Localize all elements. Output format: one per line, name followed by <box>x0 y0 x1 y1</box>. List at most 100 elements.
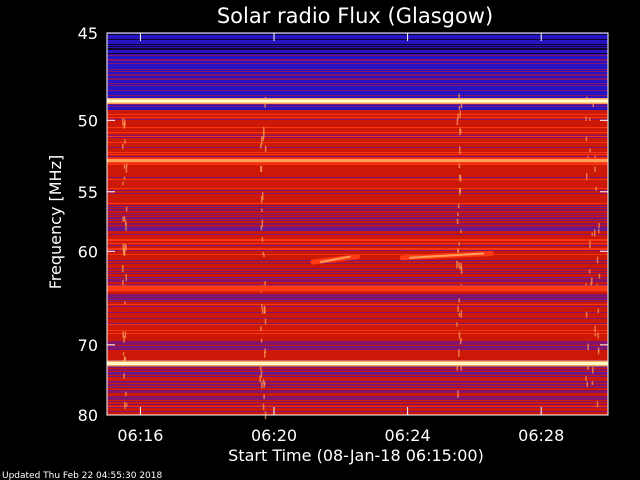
interference-streak <box>459 339 462 345</box>
spectrogram-row <box>107 201 608 202</box>
interference-streak <box>585 173 588 180</box>
spectrogram-row <box>107 225 608 226</box>
spectrogram-row <box>107 165 608 166</box>
spectrogram-row <box>107 180 608 181</box>
spectrogram-row <box>107 358 608 359</box>
interference-streak <box>264 351 266 358</box>
interference-streak <box>458 105 461 110</box>
spectrogram-row <box>107 147 608 148</box>
interference-streak <box>263 305 266 314</box>
x-tick-label: 06:16 <box>117 426 163 445</box>
spectrogram-row <box>107 198 608 199</box>
spectrogram-row <box>107 278 608 279</box>
spectrogram-row <box>107 345 608 346</box>
spectrogram-row <box>107 114 608 115</box>
interference-streak <box>459 175 462 182</box>
spectrogram-row <box>107 73 608 74</box>
spectrogram-row <box>107 45 608 46</box>
spectrogram-row <box>107 385 608 386</box>
spectrogram-row <box>107 139 608 140</box>
spectrogram-row <box>107 40 608 41</box>
spectrogram-row <box>107 216 608 217</box>
spectrogram-row <box>107 366 608 367</box>
spectrogram-row <box>107 324 608 325</box>
interference-streak <box>261 303 263 309</box>
interference-streak <box>260 196 263 204</box>
spectrogram-row <box>107 332 608 333</box>
spectrogram-row <box>107 223 608 224</box>
interference-streak <box>457 390 459 398</box>
spectrogram-row <box>107 59 608 60</box>
spectrogram-row <box>107 176 608 177</box>
interference-streak <box>456 260 458 269</box>
spectrogram-row <box>107 371 608 372</box>
spectrogram-row <box>107 331 608 332</box>
interference-streak <box>585 376 587 381</box>
spectrogram-row <box>107 309 608 310</box>
emission-band-core <box>107 159 608 163</box>
spectrogram-row <box>107 334 608 335</box>
spectrogram-row <box>107 341 608 342</box>
spectrogram-row <box>107 347 608 348</box>
spectrogram-row <box>107 230 608 231</box>
spectrogram-row <box>107 253 608 254</box>
spectrogram-row <box>107 69 608 70</box>
spectrogram-row <box>107 155 608 156</box>
spectrogram-row <box>107 152 608 153</box>
interference-streak <box>595 186 597 191</box>
spectrogram-row <box>107 156 608 157</box>
spectrogram-row <box>107 177 608 178</box>
interference-streak <box>125 206 128 212</box>
spectrogram-row <box>107 396 608 397</box>
interference-streak <box>260 338 263 343</box>
spectrogram-row <box>107 55 608 56</box>
spectrogram-row <box>107 130 608 131</box>
spectrogram-row <box>107 338 608 339</box>
spectrogram-row <box>107 143 608 144</box>
spectrogram-row <box>107 53 608 54</box>
spectrogram-row <box>107 388 608 389</box>
spectrogram-row <box>107 113 608 114</box>
interference-streak <box>123 373 125 379</box>
spectrogram-row <box>107 67 608 68</box>
interference-streak <box>262 126 265 134</box>
interference-streak <box>122 216 124 222</box>
spectrogram-row <box>107 384 608 385</box>
spectrogram-row <box>107 191 608 192</box>
spectrogram-row <box>107 188 608 189</box>
spectrogram-row <box>107 170 608 171</box>
spectrogram-row <box>107 243 608 244</box>
spectrogram-row <box>107 148 608 149</box>
spectrogram-row <box>107 276 608 277</box>
spectrogram-row <box>107 312 608 313</box>
spectrogram-row <box>107 171 608 172</box>
interference-streak <box>456 365 459 371</box>
interference-streak <box>123 176 126 180</box>
interference-streak <box>125 274 128 281</box>
spectrogram-row <box>107 92 608 93</box>
y-tick-label: 80 <box>78 406 98 425</box>
spectrogram-row <box>107 386 608 387</box>
spectrogram-row <box>107 51 608 52</box>
spectrogram-row <box>107 112 608 113</box>
spectrogram-row <box>107 279 608 280</box>
interference-streak <box>263 131 265 139</box>
spectrogram-row <box>107 78 608 79</box>
spectrogram-row <box>107 172 608 173</box>
plot-frame <box>106 32 609 416</box>
interference-streak <box>263 394 265 400</box>
spectrogram-row <box>107 197 608 198</box>
spectrogram-row <box>107 81 608 82</box>
interference-streak <box>264 318 267 325</box>
spectrogram-row <box>107 355 608 356</box>
spectrogram-row <box>107 325 608 326</box>
spectrogram-row <box>107 169 608 170</box>
spectrogram-row <box>107 145 608 146</box>
spectrogram-row <box>107 351 608 352</box>
emission-band-core <box>107 286 608 290</box>
spectrogram-row <box>107 411 608 412</box>
y-axis-label: Frequency [MHz] <box>46 155 65 289</box>
interference-streak <box>124 243 126 251</box>
interference-streak <box>259 375 261 383</box>
